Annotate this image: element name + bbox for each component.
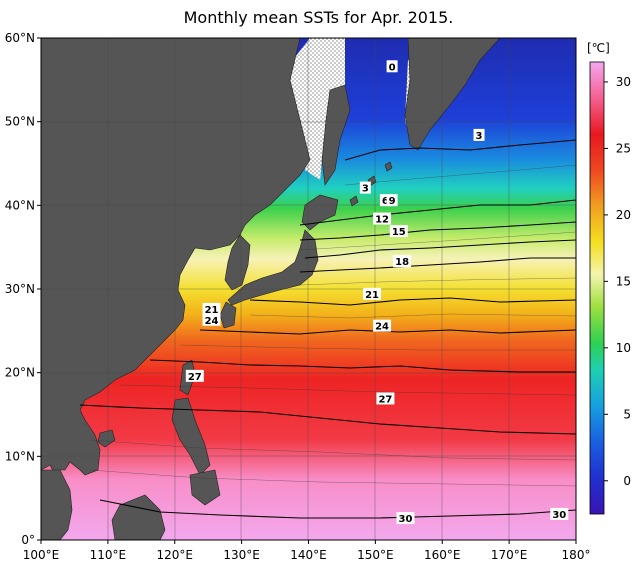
lat-tick-label: 10°N: [5, 449, 35, 463]
map-title: Monthly mean SSTs for Apr. 2015.: [183, 8, 454, 27]
contour-label: 0: [389, 62, 396, 73]
colorbar-tick-label: 15: [616, 274, 631, 288]
contour-label: 3: [362, 184, 369, 195]
colorbar-tick-label: 10: [616, 341, 631, 355]
contour-label: 27: [378, 394, 392, 405]
lon-tick-label: 110°E: [90, 548, 127, 562]
lon-tick-label: 100°E: [23, 548, 60, 562]
contour-label: 3: [476, 131, 483, 142]
lat-tick-label: 20°N: [5, 366, 35, 380]
contour-label-bg: [373, 319, 392, 332]
contour-label: 21: [365, 290, 379, 301]
contour-label: 21: [205, 305, 219, 316]
longitude-axis: 100°E 110°E 120°E 130°E 140°E 150°E 160°E 170°E…: [23, 540, 591, 562]
contour-label: 9: [389, 196, 396, 207]
contour-label: 30: [399, 514, 413, 525]
contour-label-bg: [393, 255, 412, 268]
lat-tick-label: 0°: [21, 533, 35, 547]
contour-label-bg: [359, 181, 371, 194]
lon-tick-label: 170°E: [491, 548, 528, 562]
contour-label: 24: [205, 316, 219, 327]
lat-tick-label: 30°N: [5, 282, 35, 296]
graticule: [41, 38, 576, 540]
latitude-axis: 0° 10°N 20°N 30°N 40°N 50°N 60°N: [5, 31, 41, 547]
lat-tick-label: 60°N: [5, 31, 35, 45]
contour-label: 18: [395, 257, 409, 268]
colorbar-tick-label: 5: [623, 407, 631, 421]
contour-label-bg: [379, 194, 391, 207]
contour-label: 12: [375, 215, 389, 226]
contour-label-bg: [550, 507, 569, 520]
contour-label: 24: [375, 322, 389, 333]
contour-label: 6: [382, 196, 389, 207]
contour-label: 30: [552, 510, 566, 521]
lat-tick-label: 40°N: [5, 198, 35, 212]
contour-label-bg: [396, 512, 415, 525]
contour-label-bg: [202, 313, 221, 326]
contour-label-bg: [202, 302, 221, 315]
contour-label-bg: [386, 194, 398, 207]
lon-tick-label: 140°E: [290, 548, 327, 562]
colorbar-tick-label: 0: [623, 474, 631, 488]
colorbar-tick-label: 30: [616, 75, 631, 89]
lon-tick-label: 160°E: [424, 548, 461, 562]
contour-label: 27: [188, 372, 202, 383]
contour-label-bg: [376, 392, 395, 405]
lon-tick-label: 180°: [562, 548, 591, 562]
lon-tick-label: 150°E: [357, 548, 394, 562]
lon-tick-label: 120°E: [157, 548, 194, 562]
isotherms-thin: [89, 164, 576, 487]
contour-label-bg: [373, 212, 392, 225]
colorbar-ticks: 0 5 10 15 20 25 30: [604, 75, 631, 488]
sea-ice: [285, 38, 345, 180]
contour-label: 15: [392, 227, 406, 238]
lat-tick-label: 50°N: [5, 115, 35, 129]
colorbar: [589, 61, 605, 515]
isotherms: [79, 139, 576, 519]
contour-label-bg: [363, 287, 382, 300]
colorbar-tick-label: 20: [616, 208, 631, 222]
contour-label-bg: [389, 225, 408, 238]
contour-label-bg: [473, 128, 485, 141]
colorbar-tick-label: 25: [616, 141, 631, 155]
contour-label-bg: [386, 60, 398, 73]
colorbar-unit: [℃]: [587, 41, 610, 55]
lon-tick-label: 130°E: [223, 548, 260, 562]
contour-label-bg: [185, 369, 204, 382]
